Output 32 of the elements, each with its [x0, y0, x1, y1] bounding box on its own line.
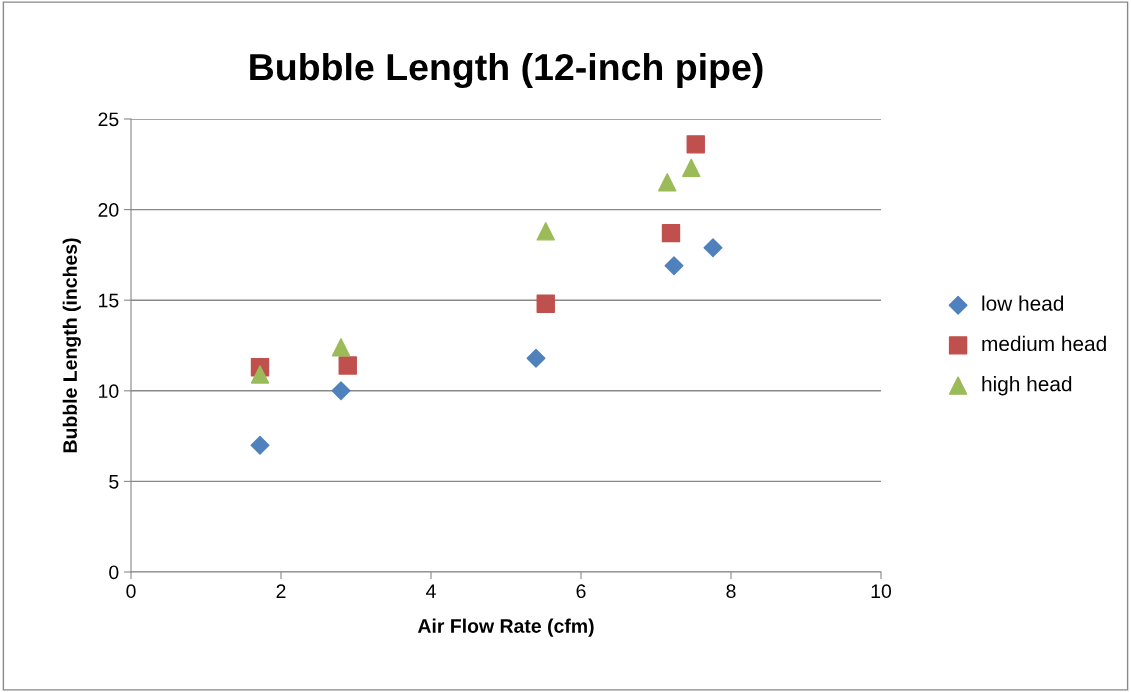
x-tick-label: 8 [726, 584, 736, 599]
x-tick-label: 6 [576, 584, 586, 599]
x-tick-label: 10 [871, 584, 892, 599]
point [686, 135, 705, 154]
x-tick-label: 2 [276, 584, 286, 598]
x-tick-label: 0 [126, 584, 136, 599]
x-axis-title: Air Flow Rate (cfm) [417, 618, 594, 637]
point [661, 223, 681, 243]
point [250, 365, 270, 384]
y-tick-label: 20 [98, 203, 119, 217]
chart-title: Bubble Length (12-inch pipe) [250, 52, 763, 89]
y-tick-label: 5 [109, 475, 119, 489]
point [331, 338, 351, 357]
point [682, 158, 701, 178]
point [536, 294, 555, 314]
y-tick-label: 10 [99, 384, 119, 399]
point [331, 381, 351, 401]
y-tick-label: 0 [109, 565, 119, 580]
legend-label: high head [982, 376, 1072, 396]
y-tick-label: 15 [99, 293, 119, 308]
legend-label: low head [982, 295, 1064, 311]
legend-label: medium head [982, 335, 1106, 352]
y-tick-label: 25 [98, 112, 119, 127]
point [658, 173, 677, 192]
point [536, 222, 555, 241]
point [703, 238, 723, 258]
y-axis-title: Bubble Length (inches) [62, 238, 81, 453]
x-tick-label: 4 [426, 584, 436, 598]
point [338, 356, 357, 375]
point [526, 348, 546, 368]
point [250, 435, 270, 455]
point [664, 256, 684, 276]
